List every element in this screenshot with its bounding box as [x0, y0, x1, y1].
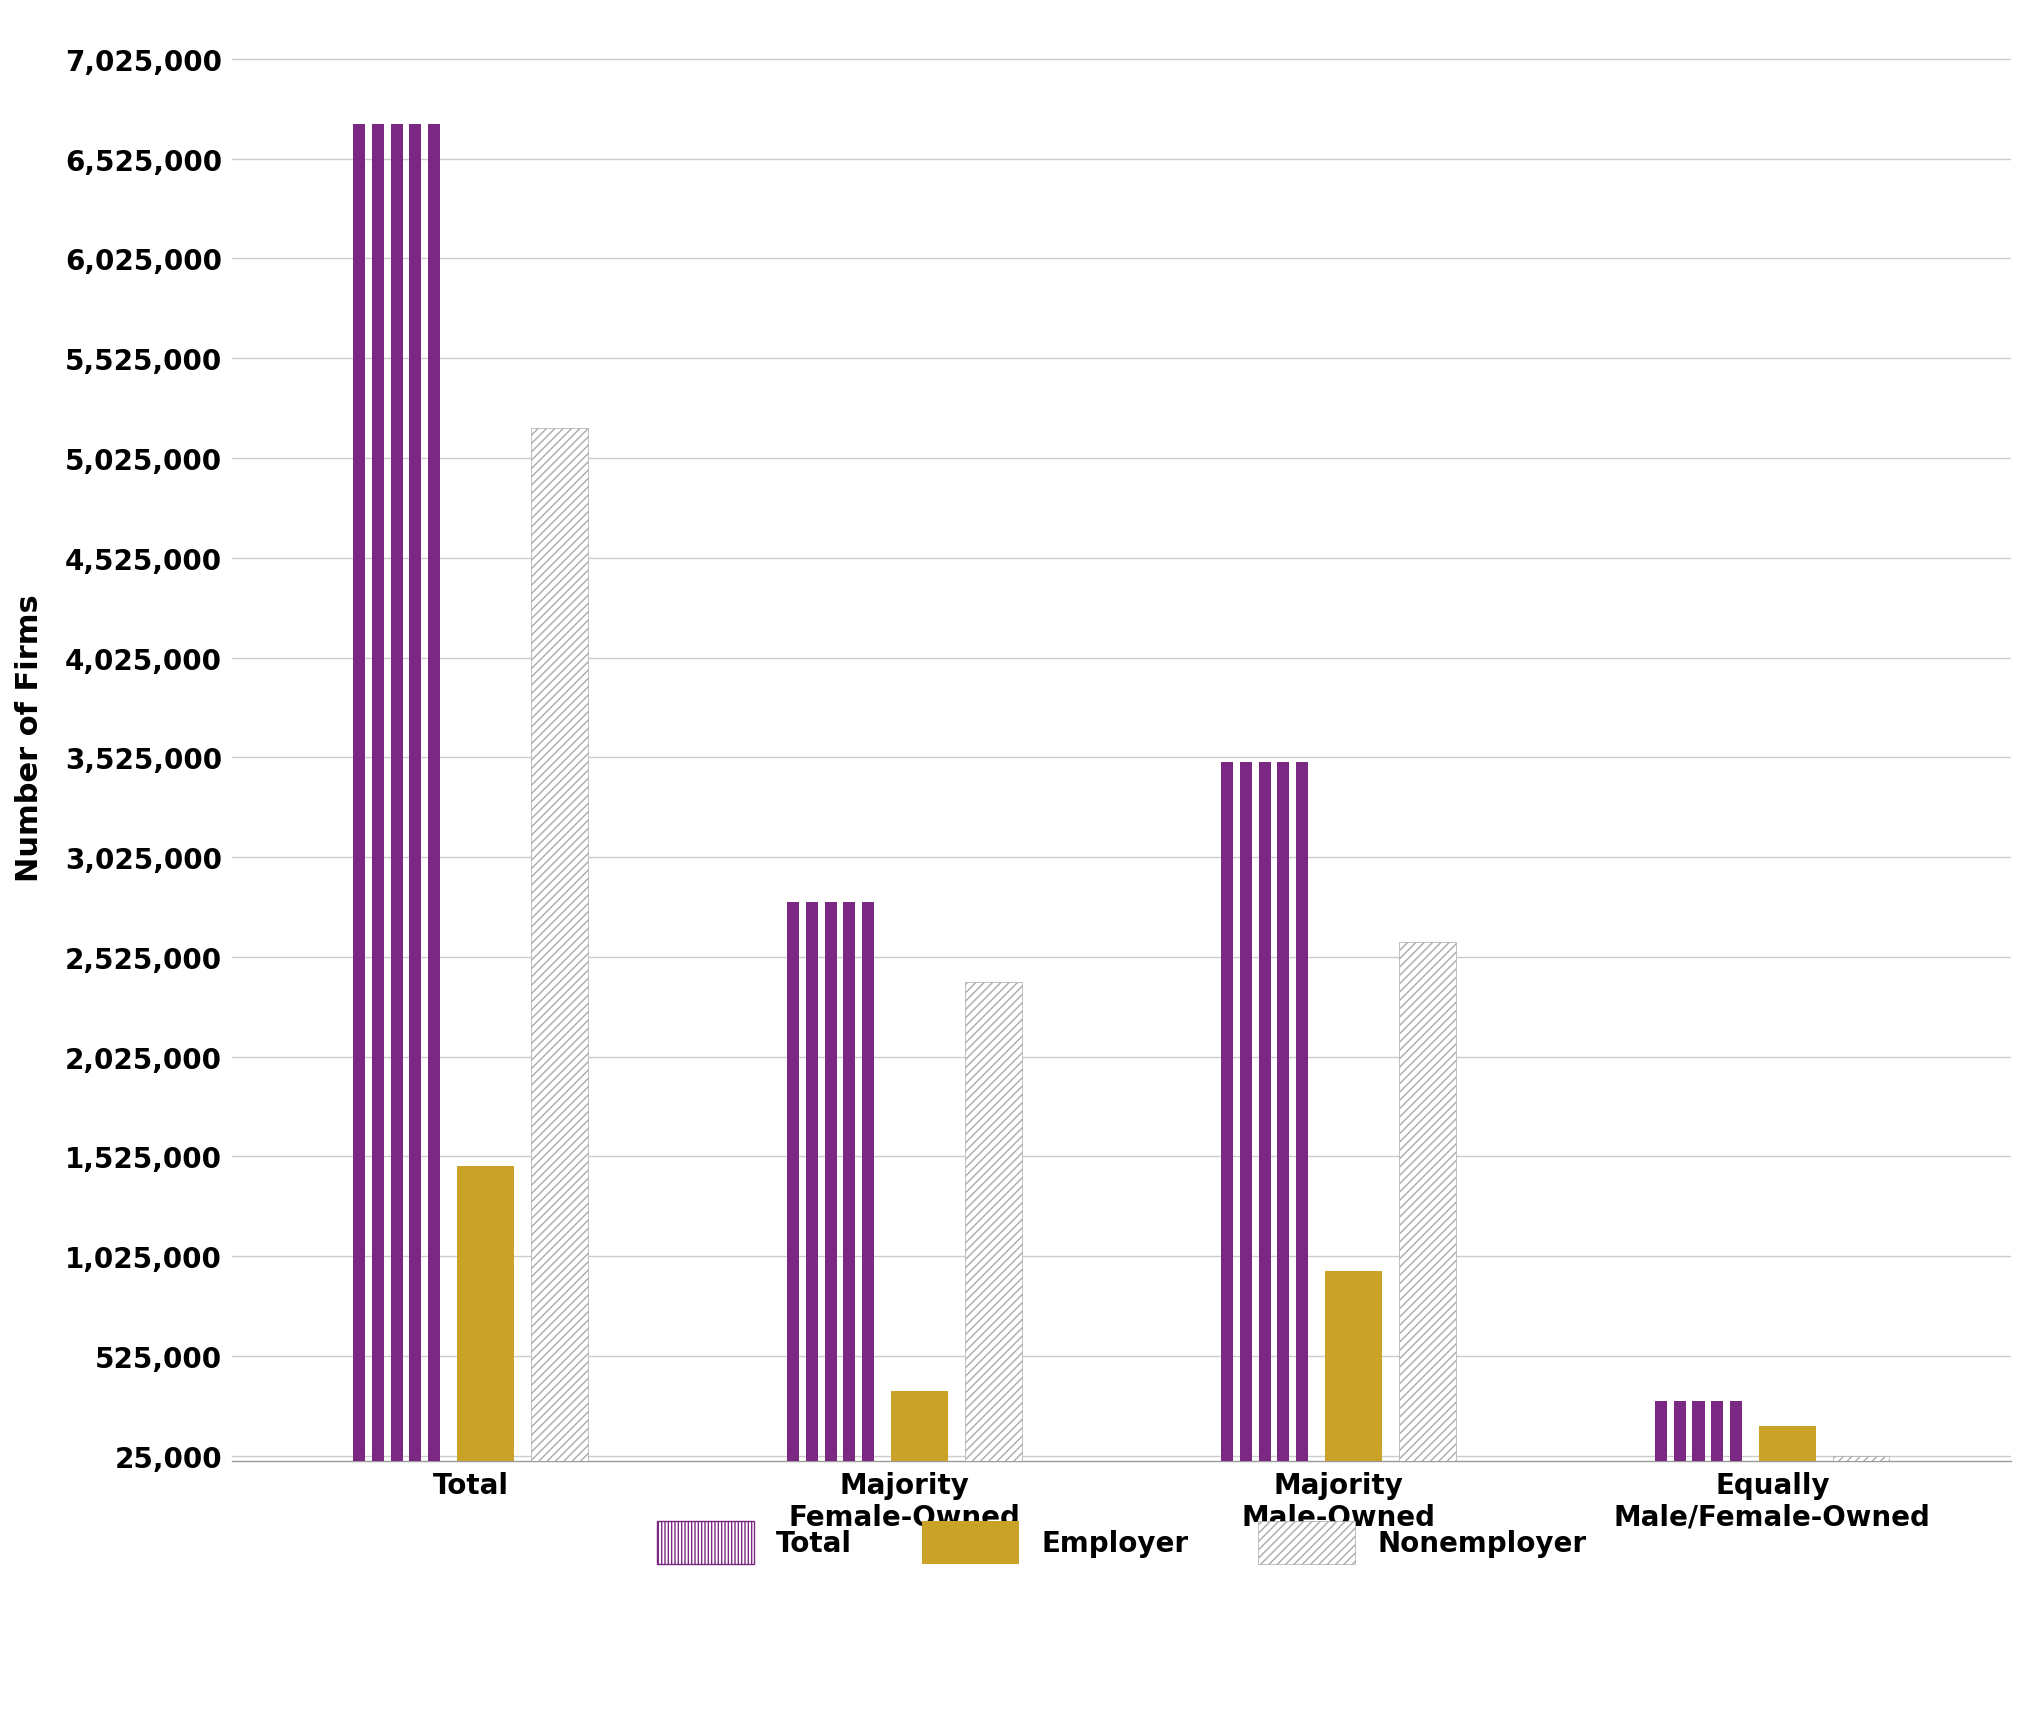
Y-axis label: Number of Firms: Number of Firms — [14, 595, 45, 881]
Legend: Total, Employer, Nonemployer: Total, Employer, Nonemployer — [628, 1493, 1615, 1592]
Bar — [1759, 1426, 1815, 1460]
Bar — [1834, 1455, 1890, 1460]
Bar — [1297, 763, 1309, 1460]
Bar — [409, 125, 421, 1460]
Bar — [861, 903, 873, 1460]
Bar — [1276, 763, 1289, 1460]
Bar — [1692, 1400, 1704, 1460]
Bar — [891, 1392, 948, 1460]
Bar — [1258, 763, 1270, 1460]
Bar — [458, 1167, 515, 1460]
Bar — [964, 982, 1021, 1460]
Bar — [1325, 1272, 1382, 1460]
Bar — [843, 903, 855, 1460]
Bar — [825, 903, 837, 1460]
Bar — [1655, 1400, 1667, 1460]
Bar — [427, 125, 440, 1460]
Bar — [391, 125, 403, 1460]
Bar — [531, 428, 588, 1460]
Bar — [353, 125, 365, 1460]
Bar — [1730, 1400, 1742, 1460]
Bar — [1240, 763, 1252, 1460]
Bar — [1222, 763, 1234, 1460]
Bar — [788, 903, 800, 1460]
Bar — [1673, 1400, 1686, 1460]
Bar — [373, 125, 385, 1460]
Bar — [1400, 943, 1455, 1460]
Bar — [1712, 1400, 1724, 1460]
Bar — [806, 903, 819, 1460]
